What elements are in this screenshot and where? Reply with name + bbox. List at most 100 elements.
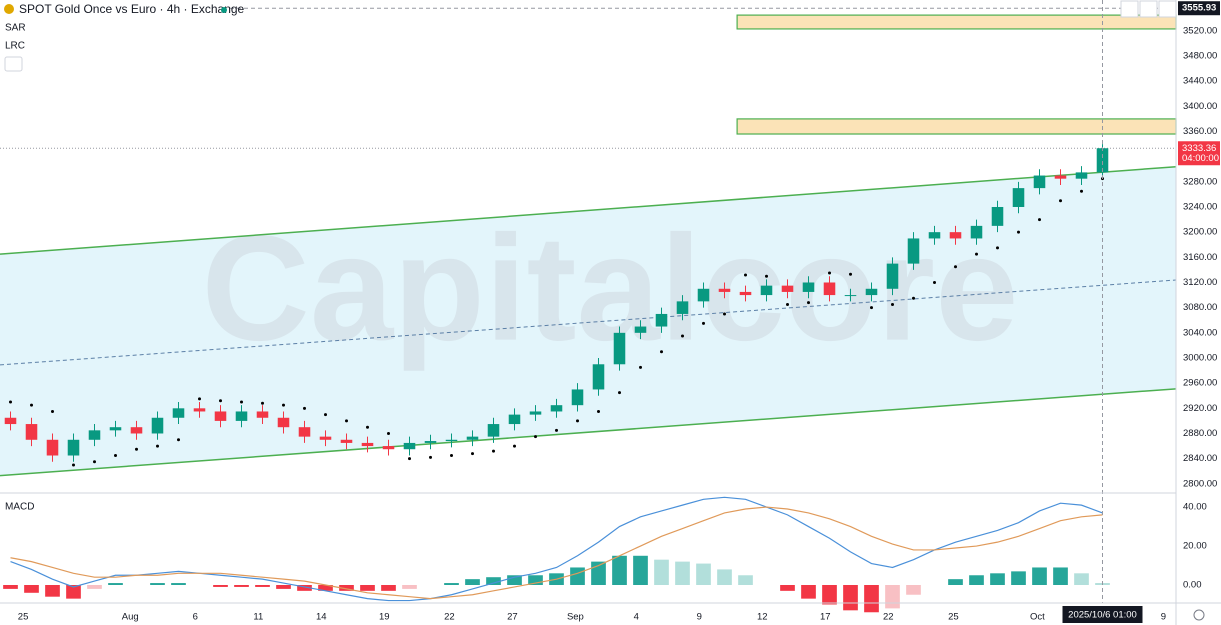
histogram-bar [213,585,228,587]
sar-dot [849,272,852,276]
candle-body [340,439,353,443]
button[interactable] [1120,0,1139,18]
candle-body [718,288,731,292]
histogram-bar [45,585,60,597]
histogram-bar [738,575,753,585]
last-price-badge [1178,141,1220,166]
sar-dot [765,274,768,278]
histogram-bar [633,555,648,585]
sar-dot [681,334,684,338]
sar-dot [261,401,264,405]
candle-body [424,441,437,443]
sar-dot [72,463,75,467]
sar-dot [9,400,12,404]
sar-dot [555,428,558,432]
histogram-bar [465,579,480,585]
histogram-bar [507,575,522,585]
histogram-bar [675,561,690,585]
y-tick-label: 40.00 [1183,502,1207,513]
sar-dot [597,409,600,413]
y-tick-label: 3000.00 [1183,353,1217,364]
sar-dot [429,455,432,459]
sar-dot [408,457,411,461]
sar-dot [1038,218,1041,222]
crosshair-label: 3555.93 [1182,3,1216,14]
y-tick-label: 3240.00 [1183,202,1217,213]
y-tick-label: 0.00 [1183,580,1202,591]
sar-dot [135,447,138,451]
sar-dot [954,265,957,269]
settings-icon[interactable] [1193,609,1205,621]
candle-body [361,442,374,447]
candle-body [823,282,836,296]
histogram-bar [339,585,354,591]
sar-dot [912,296,915,300]
zone [736,118,1177,135]
histogram-bar [1011,571,1026,585]
candle-body [865,288,878,296]
sar-dot [156,444,159,448]
histogram-bar [864,585,879,613]
sar-dot [996,246,999,250]
x-tick-label: 9 [1161,612,1166,623]
y-tick-label: 3080.00 [1183,302,1217,313]
candle-body [1096,148,1109,173]
sar-dot [1059,199,1062,203]
indicator-label: LRC [5,41,25,52]
histogram-bar [1074,573,1089,585]
time-label: 2025/10/6 01:00 [1068,610,1137,621]
sar-dot [534,435,537,439]
histogram-bar [66,585,81,599]
histogram-bar [381,585,396,591]
candle-body [991,206,1004,226]
candle-body [214,411,227,421]
sar-dot [702,321,705,325]
histogram-bar [801,585,816,599]
y-tick-label: 3440.00 [1183,76,1217,87]
y-tick-label: 3160.00 [1183,252,1217,263]
y-tick-label: 3480.00 [1183,51,1217,62]
candle-body [466,436,479,440]
candle-body [319,436,332,440]
histogram-bar [717,569,732,585]
collapse-button[interactable] [4,56,23,72]
candle-body [970,225,983,239]
histogram-bar [822,585,837,605]
sar-dot [660,350,663,354]
y-tick-label: 3120.00 [1183,277,1217,288]
x-tick-label: Aug [122,612,139,623]
button[interactable] [1158,0,1177,18]
y-tick-label: 2880.00 [1183,428,1217,439]
sar-dot [177,438,180,442]
symbol-icon [4,4,14,14]
sar-dot [807,301,810,305]
button[interactable] [1139,0,1158,18]
y-tick-label: 3040.00 [1183,327,1217,338]
candle-body [277,417,290,428]
candle-body [1033,175,1046,189]
x-tick-label: 25 [948,612,959,623]
histogram-bar [297,585,312,591]
sar-dot [513,444,516,448]
histogram-bar [360,585,375,591]
toolbar [1120,0,1177,18]
last-price-label: 3333.36 [1182,143,1216,154]
indicator-label: MACD [5,502,34,513]
histogram-bar [87,585,102,589]
histogram-bar [843,585,858,611]
histogram-bar [108,583,123,585]
candle-body [256,411,269,418]
x-tick-label: 27 [507,612,518,623]
candle-body [109,427,122,431]
sar-dot [93,460,96,464]
candle-body [949,232,962,239]
macd-line [10,506,1103,600]
sar-dot [492,449,495,453]
histogram-bar [948,579,963,585]
histogram-bar [528,575,543,585]
x-tick-label: 22 [883,612,894,623]
histogram-bar [969,575,984,585]
sar-dot [303,406,306,410]
candle-body [739,291,752,296]
candle-body [46,439,59,456]
